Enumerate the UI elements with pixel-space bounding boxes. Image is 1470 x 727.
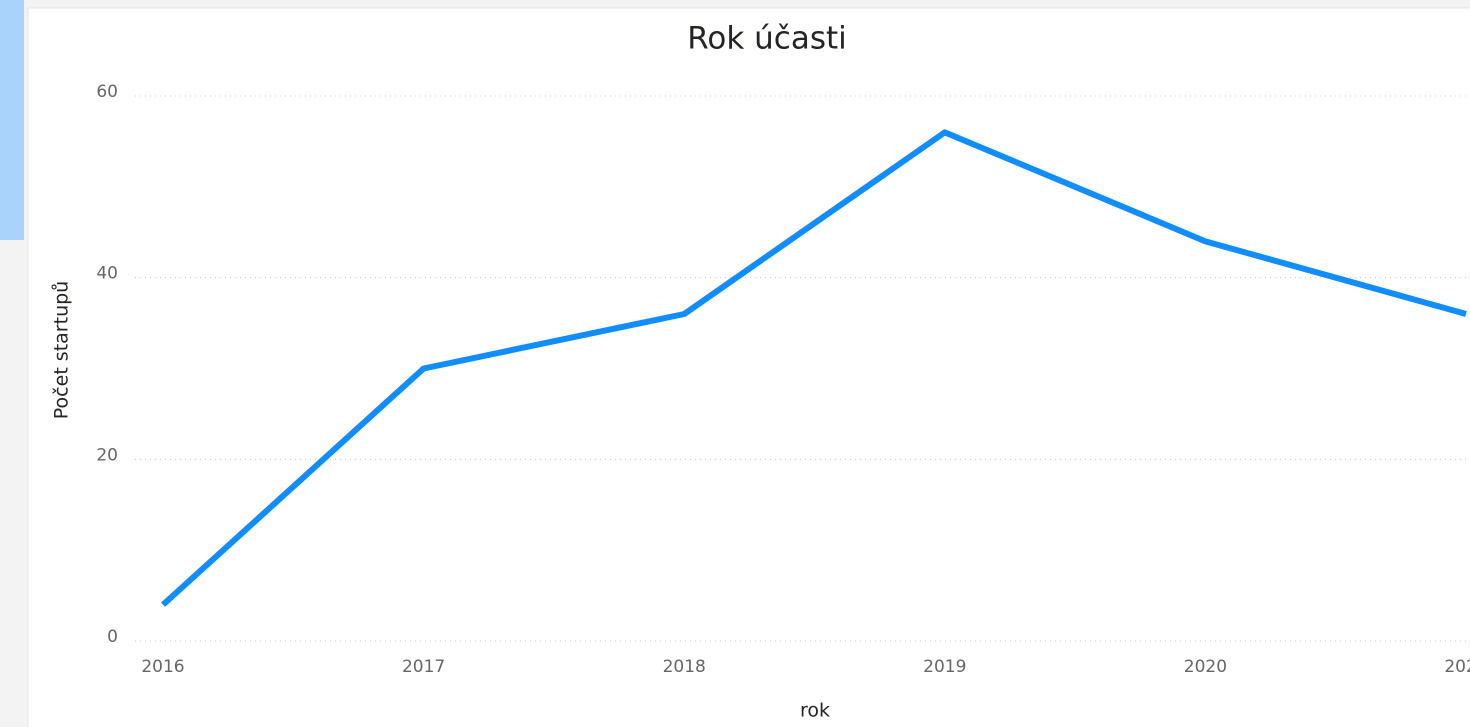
y-tick-label: 60	[96, 82, 118, 102]
chart-title: Rok účasti	[687, 21, 847, 57]
side-panel	[0, 0, 24, 240]
data-line	[160, 129, 1467, 607]
x-axis-title: rok	[800, 700, 830, 722]
chart-card	[27, 7, 1470, 727]
x-tick-label: 2016	[141, 657, 184, 677]
y-tick-label: 20	[96, 445, 118, 465]
y-axis-title: Počet startupů	[51, 281, 73, 419]
y-tick-label: 0	[107, 627, 118, 647]
x-tick-label: 2021	[1444, 657, 1470, 677]
y-tick-label: 40	[96, 264, 118, 284]
x-tick-label: 2017	[402, 657, 445, 677]
x-tick-label: 2020	[1184, 657, 1227, 677]
x-tick-label: 2018	[663, 657, 706, 677]
x-tick-label: 2019	[923, 657, 966, 677]
